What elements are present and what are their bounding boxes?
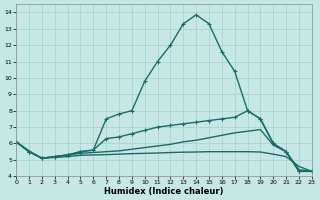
- X-axis label: Humidex (Indice chaleur): Humidex (Indice chaleur): [104, 187, 224, 196]
